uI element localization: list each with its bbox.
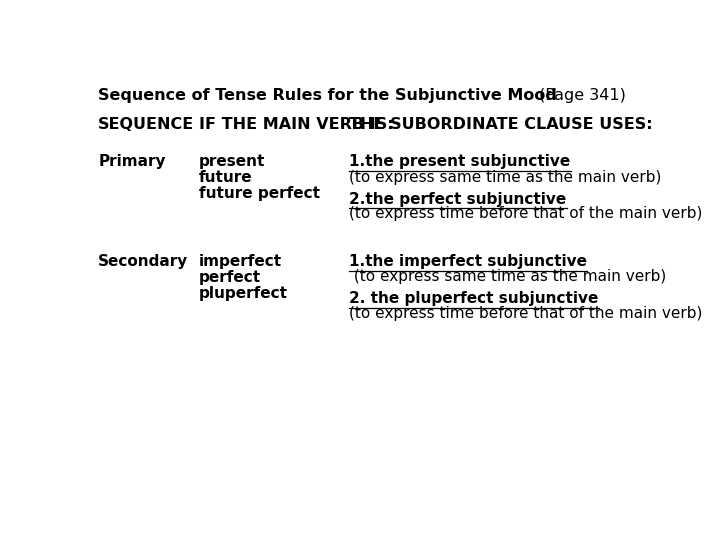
Text: 1.the present subjunctive: 1.the present subjunctive: [349, 154, 571, 169]
Text: IF THE MAIN VERB IS:: IF THE MAIN VERB IS:: [199, 117, 393, 132]
Text: THE SUBORDINATE CLAUSE USES:: THE SUBORDINATE CLAUSE USES:: [349, 117, 653, 132]
Text: Primary: Primary: [99, 154, 166, 169]
Text: (to express same time as the main verb): (to express same time as the main verb): [349, 268, 667, 284]
Text: pluperfect: pluperfect: [199, 286, 288, 301]
Text: 2.the perfect subjunctive: 2.the perfect subjunctive: [349, 192, 567, 207]
Text: Secondary: Secondary: [99, 254, 189, 269]
Text: future perfect: future perfect: [199, 186, 320, 201]
Text: SEQUENCE: SEQUENCE: [99, 117, 194, 132]
Text: Sequence of Tense Rules for the Subjunctive Mood: Sequence of Tense Rules for the Subjunct…: [99, 87, 557, 103]
Text: future: future: [199, 170, 253, 185]
Text: (to express same time as the main verb): (to express same time as the main verb): [349, 170, 662, 185]
Text: imperfect: imperfect: [199, 254, 282, 269]
Text: present: present: [199, 154, 265, 169]
Text: (to express time before that of the main verb): (to express time before that of the main…: [349, 306, 703, 321]
Text: perfect: perfect: [199, 270, 261, 285]
Text: (to express time before that of the main verb): (to express time before that of the main…: [349, 206, 703, 221]
Text: 1.the imperfect subjunctive: 1.the imperfect subjunctive: [349, 254, 588, 269]
Text: 2. the pluperfect subjunctive: 2. the pluperfect subjunctive: [349, 292, 599, 306]
Text: (Page 341): (Page 341): [539, 87, 626, 103]
